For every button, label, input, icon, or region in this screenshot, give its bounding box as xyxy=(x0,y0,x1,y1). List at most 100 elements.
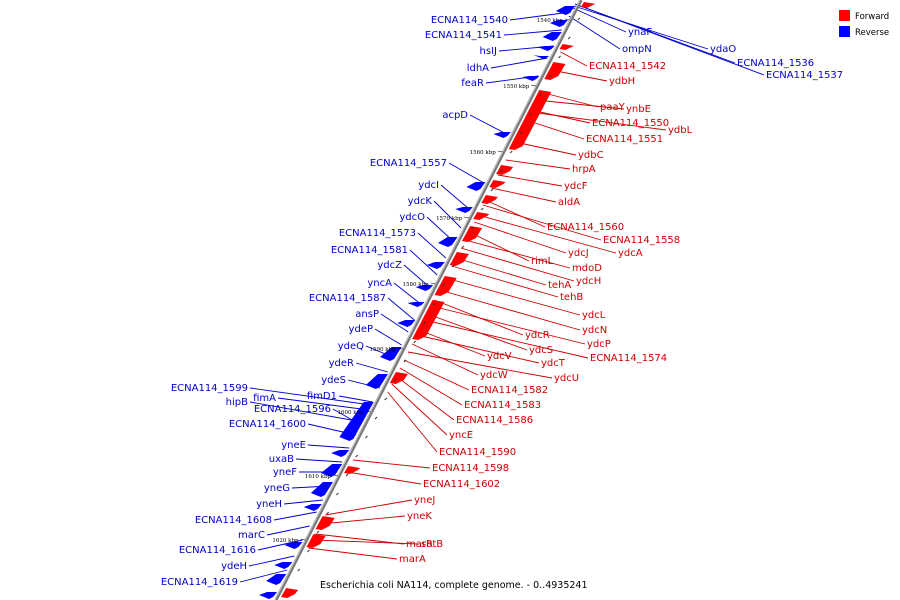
reverse-gene-arrow[interactable] xyxy=(522,76,540,81)
forward-gene-arrow[interactable] xyxy=(489,180,506,188)
reverse-gene-arrow[interactable] xyxy=(542,32,562,41)
gene-label-ecna114-1598[interactable]: ECNA114_1598 xyxy=(432,463,509,474)
gene-label-riml[interactable]: rimL xyxy=(531,256,554,267)
gene-label-ecna114-1602[interactable]: ECNA114_1602 xyxy=(423,479,500,490)
gene-label-hrpa[interactable]: hrpA xyxy=(572,164,596,175)
gene-label-ydcl[interactable]: ydcL xyxy=(582,310,606,321)
reverse-gene-arrow[interactable] xyxy=(533,55,550,59)
gene-label-ecna114-1596[interactable]: ECNA114_1596 xyxy=(254,404,331,415)
gene-label-ecna114-1616[interactable]: ECNA114_1616 xyxy=(179,545,256,556)
forward-gene-arrow[interactable] xyxy=(580,2,596,8)
forward-gene-arrow[interactable] xyxy=(434,276,457,296)
gene-label-ecna114-1599[interactable]: ECNA114_1599 xyxy=(171,383,248,394)
forward-gene-arrow[interactable] xyxy=(344,466,361,474)
forward-gene-arrow[interactable] xyxy=(544,62,566,80)
forward-gene-arrow[interactable] xyxy=(559,44,575,50)
gene-label-ecna114-1551[interactable]: ECNA114_1551 xyxy=(586,134,663,145)
gene-label-ydcp[interactable]: ydcP xyxy=(587,339,611,350)
reverse-gene-arrow[interactable] xyxy=(284,542,303,549)
gene-label-ecna114-1582[interactable]: ECNA114_1582 xyxy=(471,385,548,396)
gene-label-paay[interactable]: paaY xyxy=(600,102,626,113)
gene-label-ynef[interactable]: yneF xyxy=(273,467,297,478)
gene-label-ecna114-1558[interactable]: ECNA114_1558 xyxy=(603,235,680,246)
gene-label-ecna114-1557[interactable]: ECNA114_1557 xyxy=(370,158,447,169)
gene-label-ecna114-1536[interactable]: ECNA114_1536 xyxy=(737,58,814,69)
gene-label-ecna114-1619[interactable]: ECNA114_1619 xyxy=(161,577,238,588)
gene-label-ydcw[interactable]: ydcW xyxy=(480,370,508,381)
reverse-gene-arrow[interactable] xyxy=(365,374,388,389)
gene-label-ydcz[interactable]: ydcZ xyxy=(377,260,402,271)
gene-label-mara[interactable]: marA xyxy=(399,554,426,565)
reverse-gene-arrow[interactable] xyxy=(466,182,486,191)
reverse-gene-arrow[interactable] xyxy=(310,482,334,497)
gene-label-ynca[interactable]: yncA xyxy=(367,278,392,289)
gene-label-ecna114-1550[interactable]: ECNA114_1550 xyxy=(592,118,669,129)
gene-label-ydcu[interactable]: ydcU xyxy=(554,373,579,384)
gene-label-ydbh[interactable]: ydbH xyxy=(609,76,635,87)
reverse-gene-arrow[interactable] xyxy=(407,302,425,307)
forward-gene-arrow[interactable] xyxy=(412,300,445,340)
gene-label-marr[interactable]: marR xyxy=(406,539,433,550)
gene-label-ansp[interactable]: ansP xyxy=(355,309,379,320)
gene-label-ydcf[interactable]: ydcF xyxy=(564,181,588,192)
gene-label-acpd[interactable]: acpD xyxy=(442,110,468,121)
gene-label-yneh[interactable]: yneH xyxy=(256,499,282,510)
gene-label-ydca[interactable]: ydcA xyxy=(618,248,643,259)
gene-label-yder[interactable]: ydeR xyxy=(329,358,354,369)
gene-label-marc[interactable]: marC xyxy=(238,530,265,541)
gene-label-yneg[interactable]: yneG xyxy=(264,483,290,494)
reverse-gene-arrow[interactable] xyxy=(380,347,402,361)
reverse-gene-arrow[interactable] xyxy=(455,207,473,213)
gene-label-ecna114-1542[interactable]: ECNA114_1542 xyxy=(589,61,666,72)
gene-label-ydeq[interactable]: ydeQ xyxy=(338,341,364,352)
gene-label-ecna114-1586[interactable]: ECNA114_1586 xyxy=(456,415,533,426)
reverse-gene-arrow[interactable] xyxy=(555,6,575,15)
forward-gene-arrow[interactable] xyxy=(306,534,326,548)
gene-label-ecna114-1581[interactable]: ECNA114_1581 xyxy=(331,245,408,256)
gene-label-teha[interactable]: tehA xyxy=(548,280,571,291)
forward-gene-arrow[interactable] xyxy=(508,90,552,150)
gene-label-ecna114-1537[interactable]: ECNA114_1537 xyxy=(766,70,843,81)
gene-label-ecna114-1600[interactable]: ECNA114_1600 xyxy=(229,419,306,430)
gene-label-mdod[interactable]: mdoD xyxy=(572,263,602,274)
gene-label-ydci[interactable]: ydcI xyxy=(418,180,439,191)
reverse-gene-arrow[interactable] xyxy=(415,285,434,291)
gene-label-ydch[interactable]: ydcH xyxy=(576,276,601,287)
gene-label-ydes[interactable]: ydeS xyxy=(321,375,346,386)
gene-label-ynej[interactable]: yneJ xyxy=(414,495,435,506)
gene-label-ydcs[interactable]: ydcS xyxy=(529,345,553,356)
gene-label-ydep[interactable]: ydeP xyxy=(349,324,373,335)
reverse-gene-arrow[interactable] xyxy=(259,592,278,599)
forward-gene-arrow[interactable] xyxy=(461,226,483,242)
reverse-gene-arrow[interactable] xyxy=(437,237,458,247)
reverse-gene-arrow[interactable] xyxy=(493,132,511,138)
gene-label-ynaf[interactable]: ynaF xyxy=(628,27,652,38)
forward-gene-arrow[interactable] xyxy=(315,516,335,530)
reverse-gene-arrow[interactable] xyxy=(303,504,322,511)
gene-label-ecna114-1590[interactable]: ECNA114_1590 xyxy=(439,447,516,458)
gene-label-ecna114-1540[interactable]: ECNA114_1540 xyxy=(431,15,508,26)
gene-label-ecna114-1587[interactable]: ECNA114_1587 xyxy=(309,293,386,304)
gene-label-sotb[interactable]: sotB xyxy=(421,539,443,550)
gene-label-hsij[interactable]: hsIJ xyxy=(480,46,497,57)
forward-gene-arrow[interactable] xyxy=(281,588,299,598)
gene-label-ecna114-1574[interactable]: ECNA114_1574 xyxy=(590,353,667,364)
gene-label-ydct[interactable]: ydcT xyxy=(541,358,566,369)
gene-label-ynce[interactable]: yncE xyxy=(449,430,473,441)
gene-label-ydao[interactable]: ydaO xyxy=(710,44,736,55)
gene-label-ecna114-1608[interactable]: ECNA114_1608 xyxy=(195,515,272,526)
gene-label-fima[interactable]: fimA xyxy=(253,393,276,404)
forward-gene-arrow[interactable] xyxy=(481,195,498,204)
gene-label-ompn[interactable]: ompN xyxy=(622,44,652,55)
gene-label-fimd1[interactable]: fimD1 xyxy=(307,391,337,402)
reverse-gene-arrow[interactable] xyxy=(397,320,416,327)
gene-label-ydco[interactable]: ydcO xyxy=(399,212,425,223)
gene-label-hipb[interactable]: hipB xyxy=(226,397,248,408)
gene-label-ydcj[interactable]: ydcJ xyxy=(568,248,589,259)
gene-label-ynbe[interactable]: ynbE xyxy=(626,104,651,115)
reverse-gene-arrow[interactable] xyxy=(339,402,374,441)
gene-label-ynee[interactable]: yneE xyxy=(281,440,306,451)
reverse-gene-arrow[interactable] xyxy=(321,464,343,477)
reverse-gene-arrow[interactable] xyxy=(266,574,287,585)
gene-label-ldha[interactable]: ldhA xyxy=(467,63,489,74)
